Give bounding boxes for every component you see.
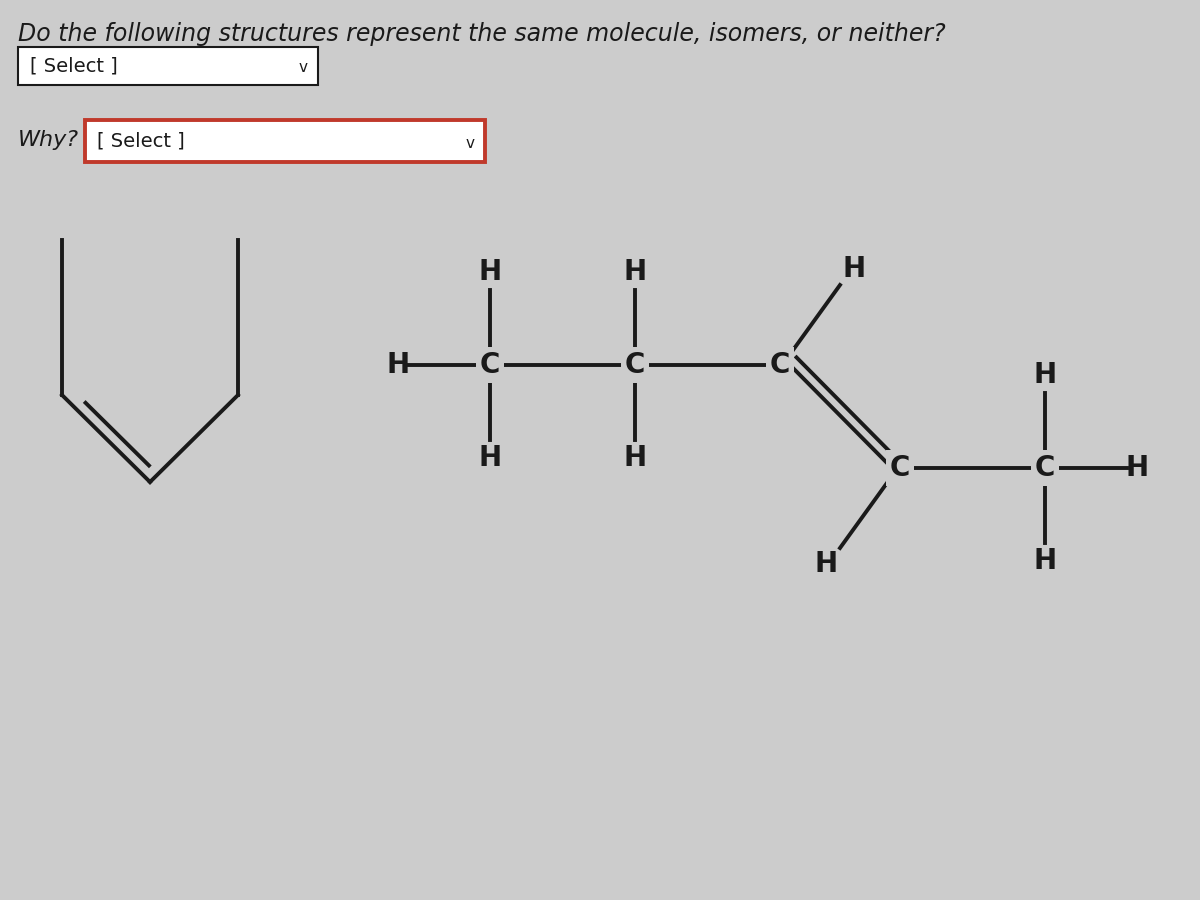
Text: H: H [1126, 454, 1148, 482]
Text: H: H [1033, 547, 1056, 575]
Text: v: v [299, 60, 307, 76]
Text: [ Select ]: [ Select ] [30, 57, 118, 76]
Text: H: H [815, 550, 838, 578]
Text: H: H [479, 258, 502, 286]
Text: [ Select ]: [ Select ] [97, 131, 185, 150]
Text: H: H [624, 258, 647, 286]
Text: H: H [479, 444, 502, 472]
Bar [85, 120, 485, 162]
Text: H: H [1033, 361, 1056, 389]
Text: C: C [770, 351, 790, 379]
Text: C: C [625, 351, 646, 379]
Text: Why?: Why? [18, 130, 79, 150]
Text: C: C [890, 454, 910, 482]
Text: v: v [466, 136, 474, 150]
Text: H: H [386, 351, 409, 379]
Text: H: H [842, 255, 865, 283]
Text: Do the following structures represent the same molecule, isomers, or neither?: Do the following structures represent th… [18, 22, 946, 46]
Bar [18, 47, 318, 85]
Text: C: C [480, 351, 500, 379]
Text: H: H [624, 444, 647, 472]
Text: C: C [1034, 454, 1055, 482]
